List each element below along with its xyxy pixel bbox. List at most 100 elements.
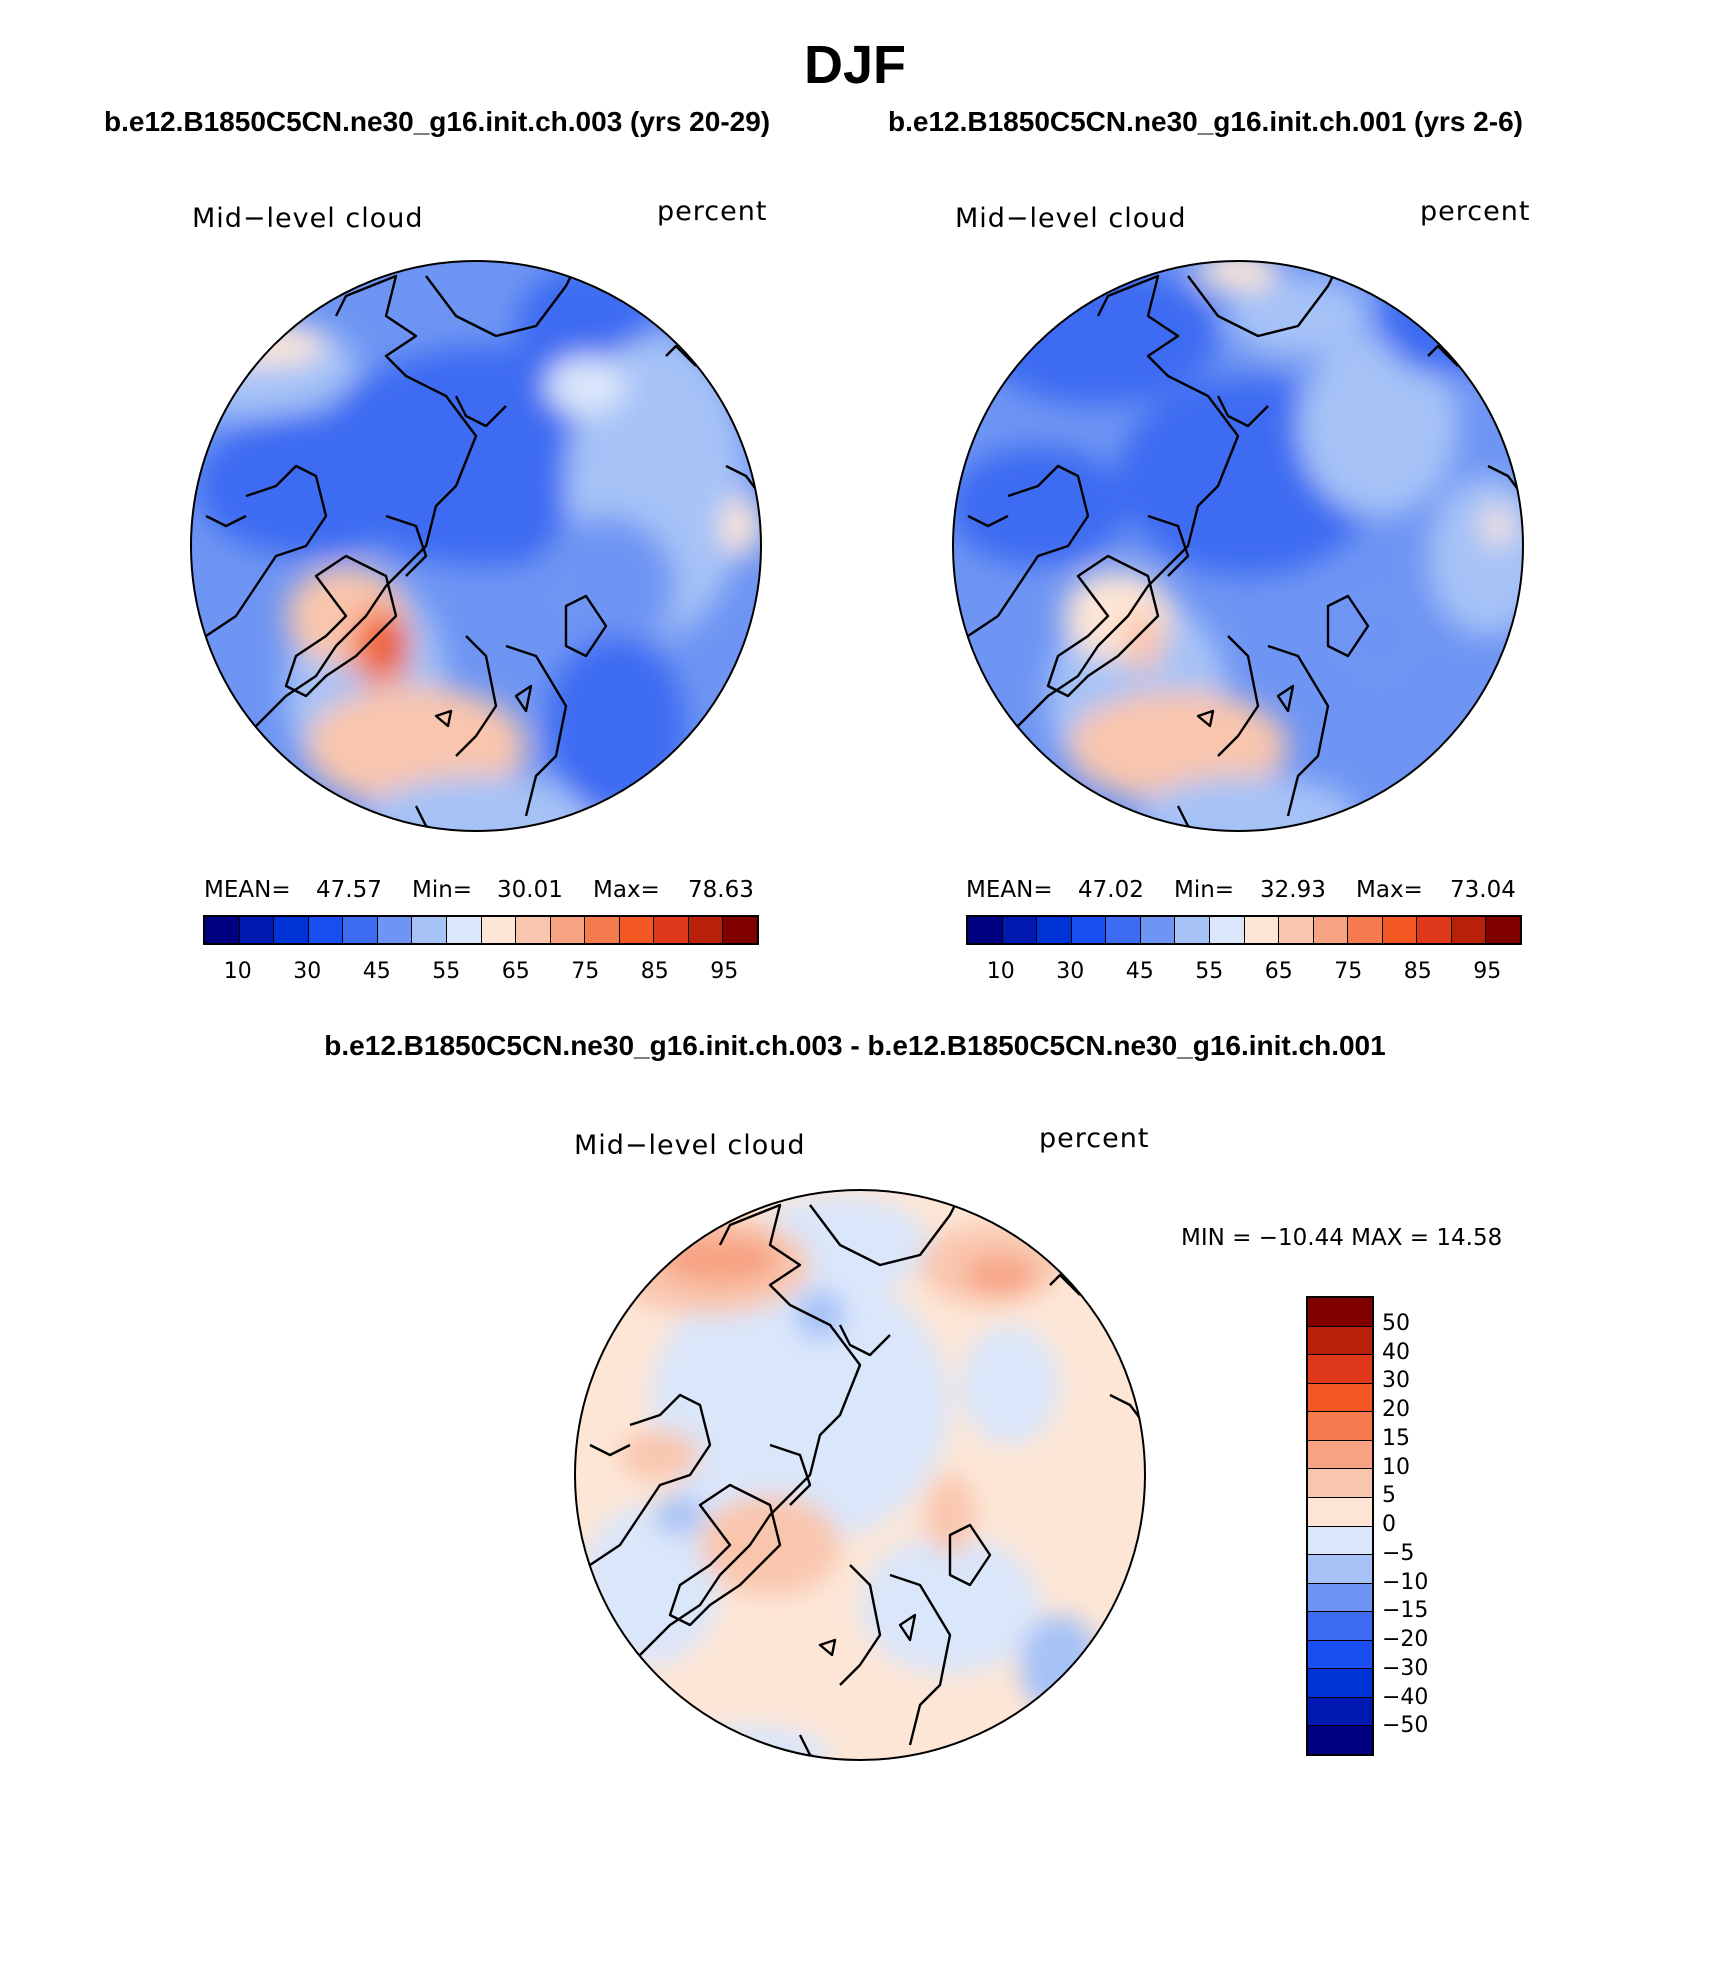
colorbar-tick-label: 10 [986,959,1015,984]
colorbar-swatch [376,917,412,943]
colorbar-tick-label: 0 [1382,1512,1396,1537]
colorbar-swatch [1308,1354,1372,1383]
panel1-polar-map [190,260,762,832]
panel2-units-label: percent [1420,196,1531,227]
colorbar-swatch [722,917,757,943]
colorbar-swatch [1308,1468,1372,1497]
colorbar-tick-label: 30 [293,959,322,984]
colorbar-swatch [1308,1639,1372,1669]
colorbar-tick-label: 5 [1382,1483,1396,1509]
colorbar-swatch [342,917,377,943]
colorbar-swatch [1308,1298,1372,1326]
colorbar-swatch [1308,1525,1372,1555]
panel3-units-label: percent [1039,1123,1150,1154]
panel1-mean-label: MEAN= [204,877,291,903]
colorbar-tick-label: 85 [640,959,669,984]
colorbar-swatch [1308,1325,1372,1355]
colorbar-swatch [1208,917,1244,943]
colorbar-swatch [1308,1496,1372,1526]
colorbar-tick-label: 75 [1334,959,1363,984]
panel1-colorbar [203,915,759,945]
panel2-mean-value: 47.02 [1078,877,1144,903]
panel2-max-value: 73.04 [1450,877,1516,903]
colorbar-tick-label: −10 [1382,1569,1429,1595]
case1-title: b.e12.B1850C5CN.ne30_g16.init.ch.003 (yr… [104,106,771,137]
colorbar-swatch [1308,1725,1372,1754]
colorbar-swatch [618,917,654,943]
panel1-max-value: 78.63 [688,877,754,903]
colorbar-tick-label: 65 [1264,959,1293,984]
colorbar-swatch [1381,917,1417,943]
panel1-min-value: 30.01 [497,877,563,903]
panel3-colorbar [1306,1296,1374,1756]
colorbar-swatch [1485,917,1520,943]
colorbar-tick-label: 20 [1382,1397,1410,1422]
colorbar-swatch [1416,917,1451,943]
panel1-min-label: Min= [412,877,473,903]
colorbar-tick-label: 95 [710,959,739,984]
colorbar-swatch [1001,917,1037,943]
colorbar-swatch [273,917,308,943]
colorbar-swatch [687,917,723,943]
colorbar-swatch [515,917,550,943]
colorbar-tick-label: −20 [1382,1627,1429,1652]
colorbar-tick-label: 10 [1382,1454,1410,1480]
colorbar-swatch [653,917,688,943]
panel2-min-label: Min= [1174,877,1235,903]
colorbar-swatch [411,917,446,943]
panel3-variable-label: Mid−level cloud [574,1130,806,1161]
colorbar-swatch [1139,917,1175,943]
colorbar-swatch [1308,1439,1372,1469]
colorbar-tick-label: 30 [1056,959,1085,984]
colorbar-swatch [1308,1611,1372,1640]
colorbar-tick-label: −50 [1382,1713,1429,1739]
colorbar-tick-label: 45 [1125,959,1154,984]
colorbar-tick-label: 10 [223,959,252,984]
colorbar-tick-label: 65 [501,959,530,984]
colorbar-tick-label: 40 [1382,1339,1410,1365]
panel1-units-label: percent [657,196,768,227]
panel2-mean-label: MEAN= [966,877,1053,903]
colorbar-swatch [480,917,516,943]
colorbar-swatch [1308,1582,1372,1612]
colorbar-swatch [1308,1668,1372,1697]
colorbar-swatch [1312,917,1348,943]
colorbar-swatch [445,917,481,943]
panel1-max-label: Max= [593,877,660,903]
panel2-min-value: 32.93 [1260,877,1326,903]
colorbar-swatch [205,917,239,943]
colorbar-swatch [1278,917,1313,943]
colorbar-swatch [1243,917,1279,943]
colorbar-tick-label: −30 [1382,1655,1429,1681]
colorbar-tick-label: 85 [1403,959,1432,984]
panel1-mean-value: 47.57 [316,877,382,903]
colorbar-tick-label: −40 [1382,1684,1429,1710]
colorbar-swatch [307,917,343,943]
colorbar-swatch [1308,1696,1372,1726]
colorbar-swatch [1308,1411,1372,1440]
colorbar-tick-label: 50 [1382,1310,1410,1336]
colorbar-tick-label: 95 [1473,959,1502,984]
figure-title: DJF [803,35,906,95]
colorbar-tick-label: −15 [1382,1598,1429,1624]
colorbar-swatch [1347,917,1382,943]
colorbar-swatch [1070,917,1106,943]
panel2-max-label: Max= [1356,877,1423,903]
panel3-polar-map [574,1189,1146,1761]
colorbar-tick-label: 45 [362,959,391,984]
colorbar-swatch [1450,917,1486,943]
panel2-variable-label: Mid−level cloud [955,203,1187,234]
panel1-variable-label: Mid−level cloud [192,203,424,234]
panel3-minmax-stats: MIN = −10.44 MAX = 14.58 [1181,1225,1503,1251]
colorbar-swatch [549,917,585,943]
case2-title: b.e12.B1850C5CN.ne30_g16.init.ch.001 (yr… [888,106,1523,137]
colorbar-tick-label: 55 [1195,959,1224,984]
panel2-polar-map [952,260,1524,832]
diff-title: b.e12.B1850C5CN.ne30_g16.init.ch.003 - b… [324,1030,1386,1061]
colorbar-swatch [1105,917,1140,943]
colorbar-tick-label: 30 [1382,1368,1410,1394]
colorbar-swatch [238,917,274,943]
colorbar-swatch [1036,917,1071,943]
colorbar-tick-label: 75 [571,959,600,984]
colorbar-tick-label: −5 [1382,1540,1415,1566]
